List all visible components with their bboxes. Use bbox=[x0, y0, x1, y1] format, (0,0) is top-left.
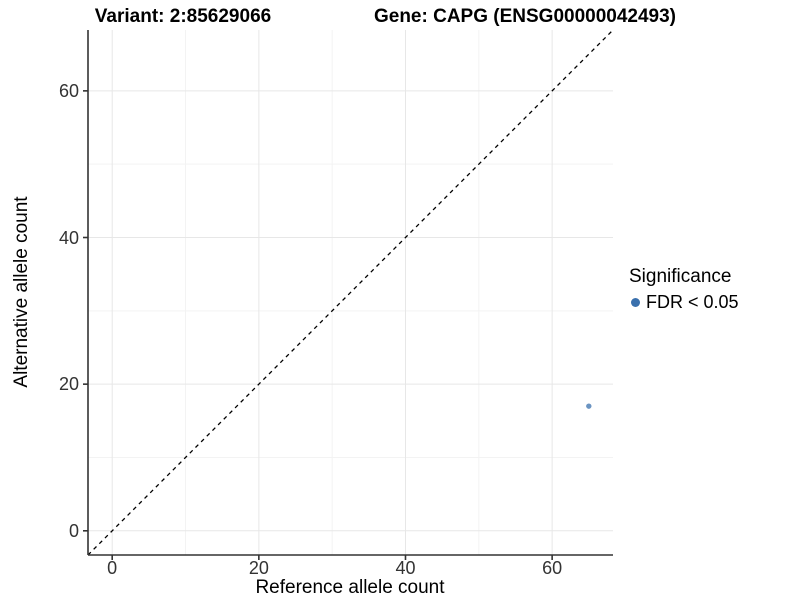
x-tick-label: 0 bbox=[107, 558, 118, 578]
x-tick-label: 40 bbox=[395, 558, 416, 578]
plot-title-gene: Gene: CAPG (ENSG00000042493) bbox=[373, 6, 677, 27]
data-point bbox=[586, 403, 592, 409]
x-tick-label: 20 bbox=[248, 558, 269, 578]
legend-title: Significance bbox=[629, 266, 732, 287]
legend-point-icon bbox=[631, 298, 640, 307]
legend: Significance FDR < 0.05 bbox=[629, 266, 739, 313]
x-tick-label: 60 bbox=[542, 558, 563, 578]
y-tick-label: 20 bbox=[58, 374, 79, 395]
x-axis-title: Reference allele count bbox=[255, 577, 445, 598]
y-tick-label: 0 bbox=[68, 520, 79, 541]
plot-title-variant: Variant: 2:85629066 bbox=[94, 6, 272, 27]
legend-item-label: FDR < 0.05 bbox=[646, 292, 739, 312]
legend-item-fdr: FDR < 0.05 bbox=[629, 292, 739, 313]
y-tick-label: 40 bbox=[58, 227, 79, 248]
y-tick-label: 60 bbox=[58, 80, 79, 101]
identity-dashed-line bbox=[87, 29, 614, 556]
y-axis-title: Alternative allele count bbox=[11, 196, 32, 388]
